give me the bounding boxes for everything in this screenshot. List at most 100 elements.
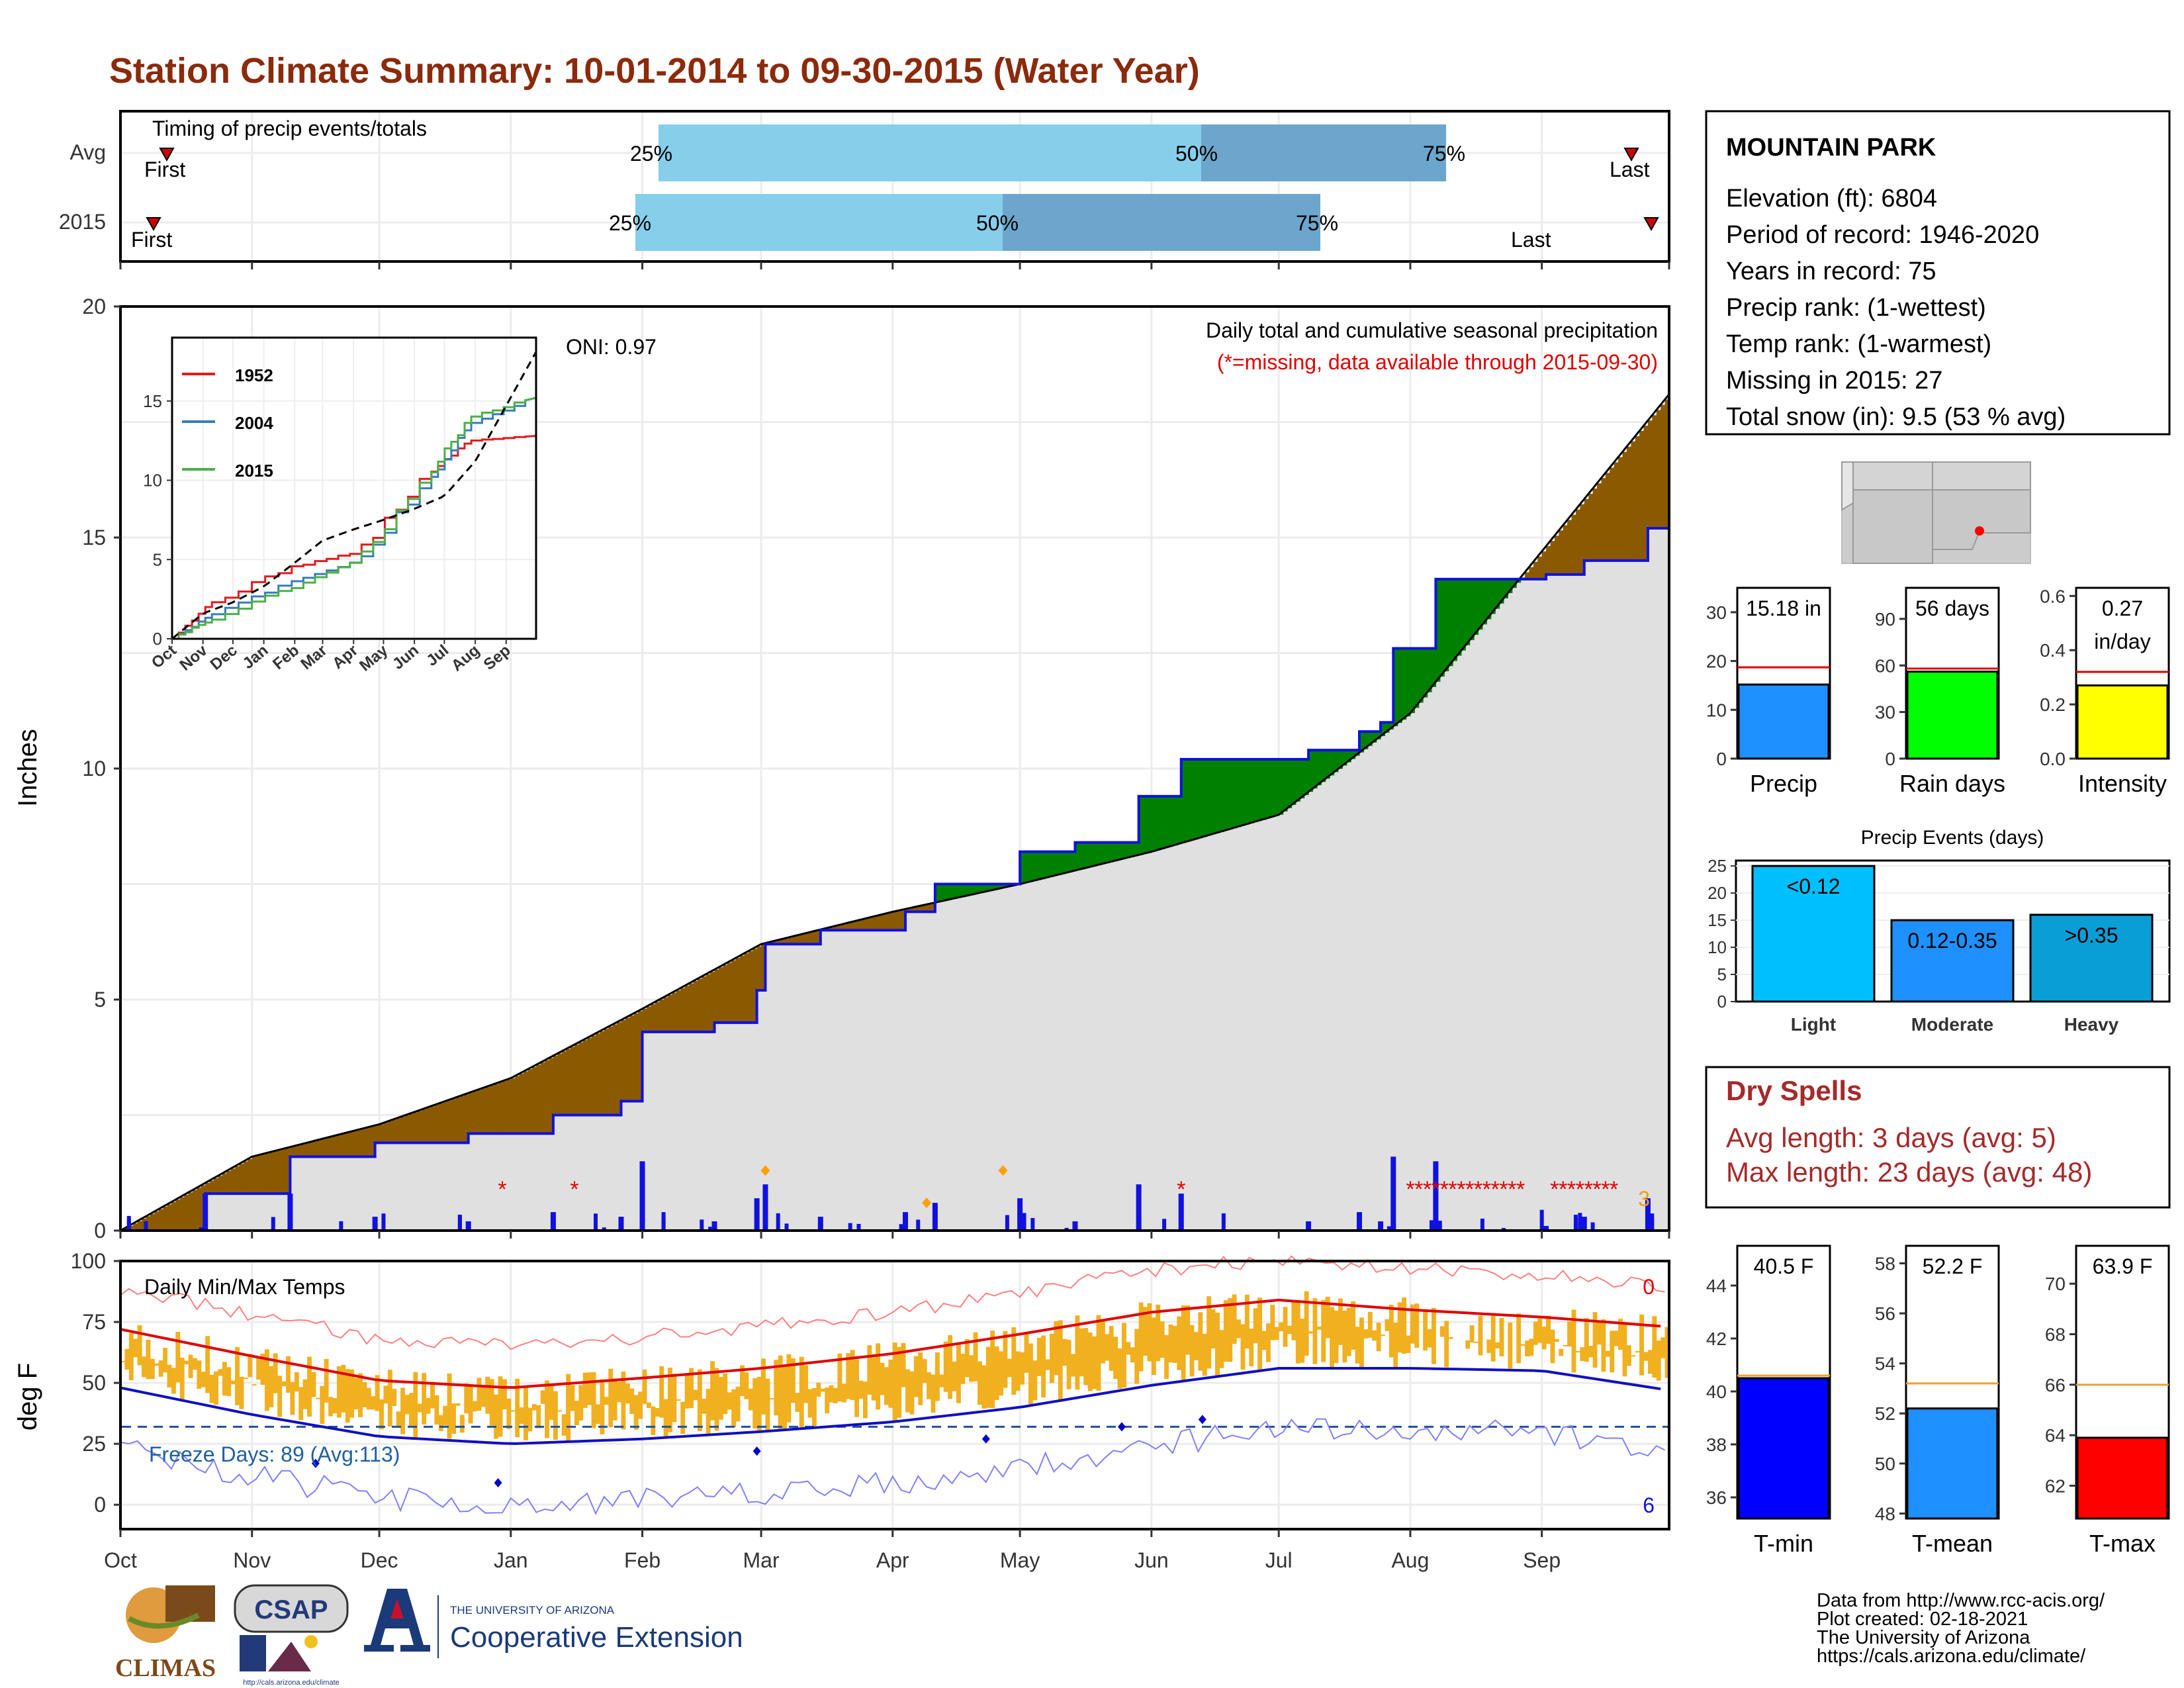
tmin-summary-y-tick: 40	[1706, 1382, 1727, 1402]
surplus-slice	[1117, 842, 1122, 861]
precip-summary-y-tick: 0	[1716, 749, 1727, 769]
2015-last-marker-icon	[1643, 217, 1659, 232]
surplus-slice	[1105, 842, 1110, 863]
surplus-slice	[1147, 796, 1152, 853]
deficit-slice	[795, 935, 800, 945]
logos-footer: CLIMAS CSAP http://cals.arizona.edu/clim…	[115, 1584, 743, 1687]
daily-temp-range-bar	[1236, 1319, 1241, 1338]
deficit-slice	[621, 1019, 626, 1102]
daily-temp-range-bar	[1652, 1316, 1657, 1378]
tmean-summary-y-tick: 52	[1875, 1403, 1895, 1424]
daily-temp-range-bar	[1257, 1297, 1263, 1371]
daily-temp-range-bar	[876, 1343, 881, 1410]
temp-low-count: 6	[1643, 1493, 1655, 1517]
daily-temp-range-bar	[1164, 1335, 1169, 1380]
deficit-slice	[735, 958, 741, 1023]
station-location-marker	[1975, 526, 1984, 536]
daily-temp-range-bar	[1138, 1302, 1144, 1372]
deficit-slice	[137, 1221, 142, 1231]
daily-temp-range-bar	[1240, 1324, 1246, 1370]
surplus-slice	[1054, 851, 1059, 876]
surplus-slice	[1338, 750, 1343, 769]
daily-temp-range-bar	[273, 1353, 278, 1393]
daily-temp-range-bar	[617, 1382, 621, 1403]
station-period: Period of record: 1946-2020	[1726, 221, 2039, 249]
daily-temp-range-bar	[128, 1333, 134, 1380]
daily-temp-range-bar	[1270, 1305, 1275, 1340]
daily-temp-range-bar	[294, 1372, 299, 1392]
deficit-slice	[209, 1180, 214, 1194]
deficit-slice	[561, 1051, 567, 1115]
deficit-slice	[128, 1225, 134, 1231]
deficit-slice	[281, 1149, 287, 1194]
daily-temp-range-bar	[1397, 1302, 1402, 1353]
daily-temp-range-bar	[782, 1365, 788, 1429]
daily-temp-range-bar	[523, 1387, 528, 1440]
deficit-slice	[358, 1129, 363, 1157]
deficit-slice	[523, 1071, 529, 1134]
daily-temp-range-bar	[981, 1365, 987, 1409]
deficit-slice	[197, 1188, 202, 1231]
deficit-slice	[510, 1078, 516, 1134]
daily-temp-range-bar	[943, 1341, 948, 1392]
deficit-slice	[833, 926, 839, 931]
timing-row-avg-label: Avg	[69, 140, 106, 164]
daily-precip-bar	[287, 1194, 293, 1231]
daily-temp-range-bar	[1265, 1323, 1271, 1362]
surplus-slice	[1444, 579, 1449, 672]
daily-precip-bar	[1650, 1213, 1655, 1231]
daily-temp-range-bar	[1495, 1342, 1500, 1349]
daily-temp-range-bar	[1279, 1322, 1284, 1332]
daily-temp-range-bar	[519, 1407, 524, 1425]
deficit-slice	[1571, 514, 1576, 575]
daily-temp-range-bar	[1007, 1358, 1012, 1378]
record-low-marker	[1198, 1415, 1206, 1425]
daily-temp-range-bar	[426, 1397, 431, 1414]
daily-precip-bar	[899, 1224, 903, 1231]
daily-temp-range-bar	[676, 1399, 681, 1401]
deficit-slice	[179, 1197, 185, 1231]
daily-temp-range-bar	[1087, 1332, 1093, 1391]
events-x-tick: Light	[1791, 1014, 1836, 1035]
tmean-summary-y-tick: 50	[1875, 1454, 1895, 1474]
daily-temp-range-bar	[1346, 1307, 1351, 1356]
inset-y-tick: 15	[143, 391, 162, 411]
daily-temp-range-bar	[922, 1359, 927, 1383]
timing-row-2015-label: 2015	[59, 210, 106, 234]
surplus-slice	[1151, 796, 1156, 852]
daily-temp-range-bar	[587, 1372, 592, 1405]
2015-p75-label: 75%	[1296, 211, 1338, 235]
daily-temp-range-bar	[1215, 1312, 1220, 1376]
intensity-summary-y-tick: 0.6	[2040, 586, 2066, 606]
daily-temp-range-bar	[994, 1346, 999, 1400]
deficit-slice	[905, 909, 911, 912]
daily-precip-bar	[776, 1213, 780, 1231]
daily-temp-range-bar	[1219, 1330, 1224, 1368]
events-title: Precip Events (days)	[1861, 827, 2044, 849]
inset-y-tick: 10	[143, 471, 162, 491]
surplus-slice	[981, 884, 987, 893]
surplus-slice	[1435, 579, 1441, 682]
daily-temp-range-bar	[434, 1395, 439, 1425]
deficit-slice	[748, 951, 753, 1023]
daily-temp-range-bar	[663, 1399, 668, 1437]
deficit-slice	[858, 919, 864, 931]
deficit-slice	[642, 1008, 647, 1032]
deficit-slice	[222, 1173, 227, 1194]
daily-temp-range-bar	[1355, 1327, 1360, 1364]
daily-temp-range-bar	[1376, 1323, 1381, 1352]
deficit-slice	[909, 908, 915, 912]
deficit-slice	[239, 1164, 244, 1194]
daily-precip-bar	[762, 1184, 768, 1231]
daily-precip-bar	[817, 1217, 823, 1231]
daily-temp-range-bar	[489, 1379, 494, 1426]
surplus-slice	[978, 884, 983, 894]
surplus-slice	[1244, 759, 1250, 825]
surplus-slice	[1397, 648, 1402, 724]
daily-temp-range-bar	[858, 1380, 864, 1399]
daily-temp-range-bar	[705, 1389, 711, 1434]
deficit-slice	[430, 1106, 435, 1143]
daily-temp-range-bar	[884, 1367, 889, 1405]
deficit-slice	[1546, 546, 1551, 575]
surplus-slice	[1126, 842, 1131, 859]
